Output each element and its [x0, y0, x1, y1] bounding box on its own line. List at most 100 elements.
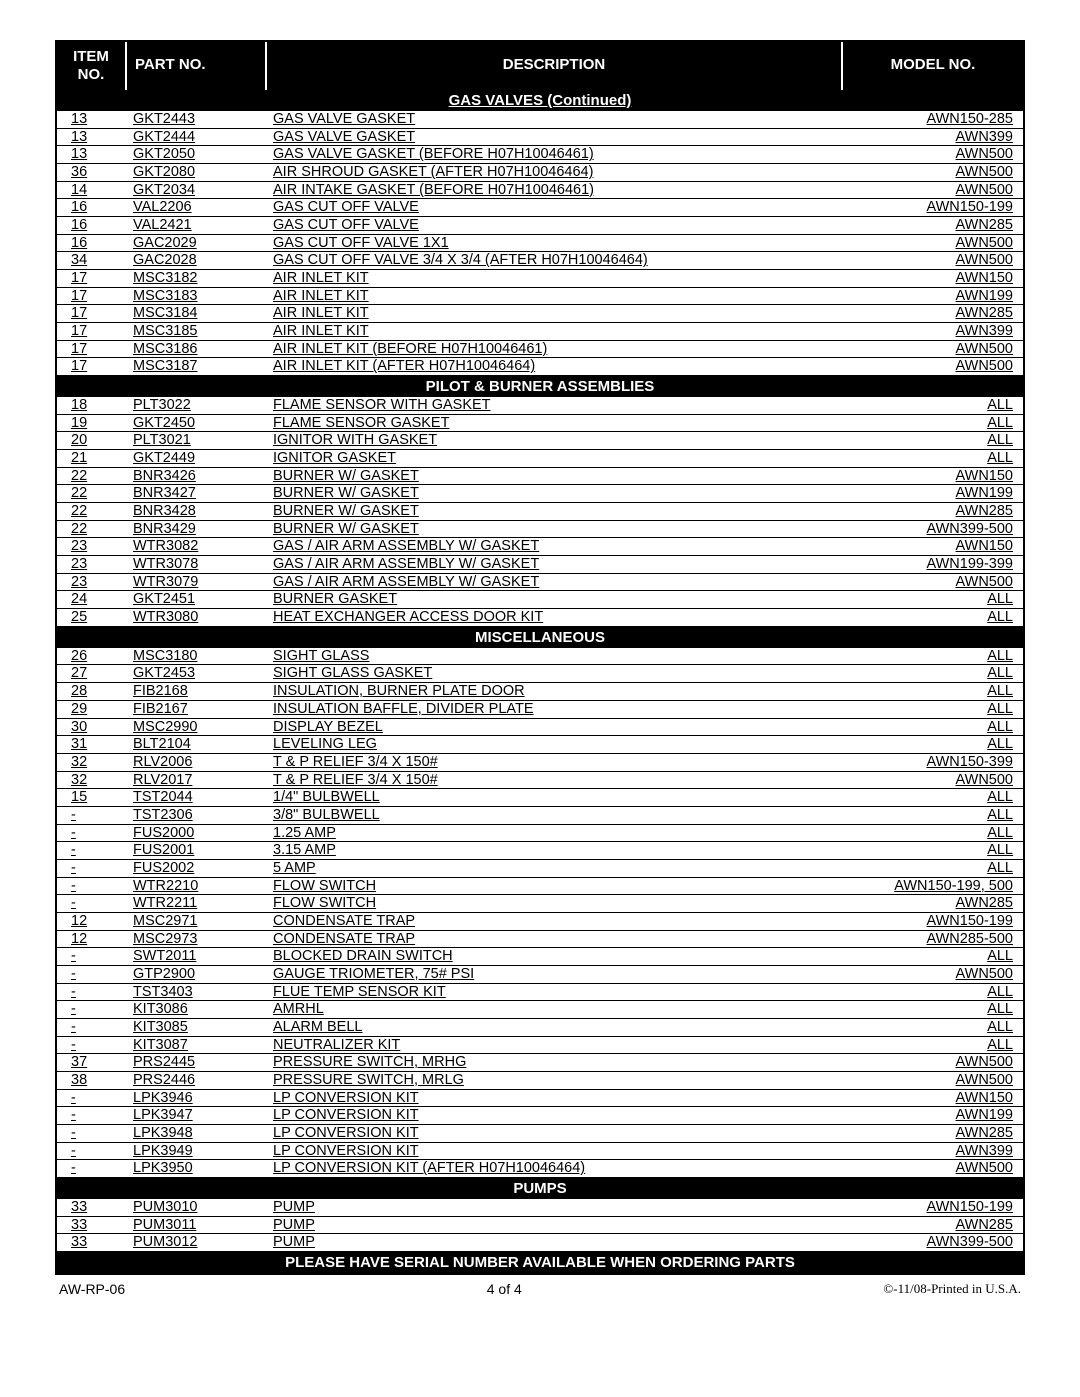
table-row: 32RLV2017T & P RELIEF 3/4 X 150#AWN500 — [57, 772, 1023, 790]
part-no: GKT2034 — [127, 182, 267, 199]
description: BURNER W/ GASKET — [267, 521, 843, 538]
description: GAS CUT OFF VALVE 3/4 X 3/4 (AFTER H07H1… — [267, 252, 843, 269]
description: FLAME SENSOR WITH GASKET — [267, 397, 843, 414]
part-no: LPK3947 — [127, 1107, 267, 1124]
part-no: LPK3949 — [127, 1143, 267, 1160]
table-row: 20PLT3021IGNITOR WITH GASKETALL — [57, 432, 1023, 450]
table-row: 29FIB2167INSULATION BAFFLE, DIVIDER PLAT… — [57, 701, 1023, 719]
model-no: AWN399 — [843, 323, 1023, 340]
model-no: ALL — [843, 1001, 1023, 1018]
description: INSULATION, BURNER PLATE DOOR — [267, 683, 843, 700]
part-no: GKT2450 — [127, 415, 267, 432]
model-no: ALL — [843, 432, 1023, 449]
table-row: -WTR2210FLOW SWITCHAWN150-199, 500 — [57, 878, 1023, 896]
description: FLUE TEMP SENSOR KIT — [267, 984, 843, 1001]
table-row: 30MSC2990DISPLAY BEZELALL — [57, 719, 1023, 737]
item-no: 34 — [57, 252, 127, 269]
description: CONDENSATE TRAP — [267, 931, 843, 948]
item-no: 21 — [57, 450, 127, 467]
model-no: AWN285-500 — [843, 931, 1023, 948]
part-no: GKT2050 — [127, 146, 267, 163]
model-no: AWN285 — [843, 1217, 1023, 1234]
part-no: FIB2168 — [127, 683, 267, 700]
part-no: MSC3185 — [127, 323, 267, 340]
item-no: 12 — [57, 913, 127, 930]
part-no: GAC2029 — [127, 235, 267, 252]
part-no: FUS2001 — [127, 842, 267, 859]
item-no: 32 — [57, 754, 127, 771]
table-row: 28FIB2168INSULATION, BURNER PLATE DOORAL… — [57, 683, 1023, 701]
table-row: 16VAL2421GAS CUT OFF VALVEAWN285 — [57, 217, 1023, 235]
model-no: AWN150-285 — [843, 111, 1023, 128]
part-no: WTR3079 — [127, 574, 267, 591]
item-no: 30 — [57, 719, 127, 736]
description: LP CONVERSION KIT (AFTER H07H10046464) — [267, 1160, 843, 1177]
description: BURNER GASKET — [267, 591, 843, 608]
table-row: 22BNR3429BURNER W/ GASKETAWN399-500 — [57, 521, 1023, 539]
item-no: 16 — [57, 235, 127, 252]
part-no: LPK3946 — [127, 1090, 267, 1107]
description: SIGHT GLASS GASKET — [267, 665, 843, 682]
model-no: AWN199 — [843, 1107, 1023, 1124]
description: GAS / AIR ARM ASSEMBLY W/ GASKET — [267, 556, 843, 573]
part-no: SWT2011 — [127, 948, 267, 965]
model-no: AWN500 — [843, 341, 1023, 358]
table-row: 33PUM3012PUMPAWN399-500 — [57, 1234, 1023, 1252]
description: AIR INTAKE GASKET (BEFORE H07H10046461) — [267, 182, 843, 199]
model-no: AWN150-399 — [843, 754, 1023, 771]
model-no: AWN199 — [843, 288, 1023, 305]
item-no: - — [57, 807, 127, 824]
item-no: - — [57, 1125, 127, 1142]
model-no: ALL — [843, 450, 1023, 467]
item-no: - — [57, 1019, 127, 1036]
item-no: - — [57, 984, 127, 1001]
part-no: FUS2000 — [127, 825, 267, 842]
description: FLAME SENSOR GASKET — [267, 415, 843, 432]
part-no: MSC3182 — [127, 270, 267, 287]
header-description: DESCRIPTION — [267, 42, 843, 90]
description: GAS VALVE GASKET — [267, 129, 843, 146]
table-row: 36GKT2080AIR SHROUD GASKET (AFTER H07H10… — [57, 164, 1023, 182]
model-no: ALL — [843, 842, 1023, 859]
model-no: ALL — [843, 648, 1023, 665]
item-no: 37 — [57, 1054, 127, 1071]
model-no: ALL — [843, 1019, 1023, 1036]
model-no: AWN285 — [843, 217, 1023, 234]
table-row: 13GKT2050GAS VALVE GASKET (BEFORE H07H10… — [57, 146, 1023, 164]
part-no: BNR3427 — [127, 485, 267, 502]
table-row: -LPK3950LP CONVERSION KIT (AFTER H07H100… — [57, 1160, 1023, 1178]
item-no: - — [57, 1037, 127, 1054]
item-no: - — [57, 842, 127, 859]
table-row: 13GKT2444GAS VALVE GASKETAWN399 — [57, 129, 1023, 147]
table-row: -SWT2011BLOCKED DRAIN SWITCHALL — [57, 948, 1023, 966]
model-no: AWN285 — [843, 895, 1023, 912]
description: FLOW SWITCH — [267, 895, 843, 912]
part-no: GKT2443 — [127, 111, 267, 128]
model-no: AWN399-500 — [843, 521, 1023, 538]
table-row: 22BNR3426BURNER W/ GASKETAWN150 — [57, 468, 1023, 486]
item-no: - — [57, 860, 127, 877]
description: HEAT EXCHANGER ACCESS DOOR KIT — [267, 609, 843, 626]
item-no: 29 — [57, 701, 127, 718]
description: GAS VALVE GASKET — [267, 111, 843, 128]
description: LP CONVERSION KIT — [267, 1107, 843, 1124]
part-no: WTR3082 — [127, 538, 267, 555]
item-no: 36 — [57, 164, 127, 181]
part-no: MSC3183 — [127, 288, 267, 305]
model-no: AWN285 — [843, 503, 1023, 520]
description: INSULATION BAFFLE, DIVIDER PLATE — [267, 701, 843, 718]
description: GAS / AIR ARM ASSEMBLY W/ GASKET — [267, 538, 843, 555]
part-no: BNR3426 — [127, 468, 267, 485]
model-no: ALL — [843, 701, 1023, 718]
table-row: 37PRS2445PRESSURE SWITCH, MRHGAWN500 — [57, 1054, 1023, 1072]
model-no: ALL — [843, 789, 1023, 806]
description: 3/8" BULBWELL — [267, 807, 843, 824]
model-no: AWN150 — [843, 1090, 1023, 1107]
part-no: RLV2006 — [127, 754, 267, 771]
description: GAS CUT OFF VALVE — [267, 217, 843, 234]
model-no: ALL — [843, 397, 1023, 414]
model-no: AWN500 — [843, 164, 1023, 181]
description: PRESSURE SWITCH, MRHG — [267, 1054, 843, 1071]
description: AIR INLET KIT (AFTER H07H10046464) — [267, 358, 843, 375]
part-no: FIB2167 — [127, 701, 267, 718]
